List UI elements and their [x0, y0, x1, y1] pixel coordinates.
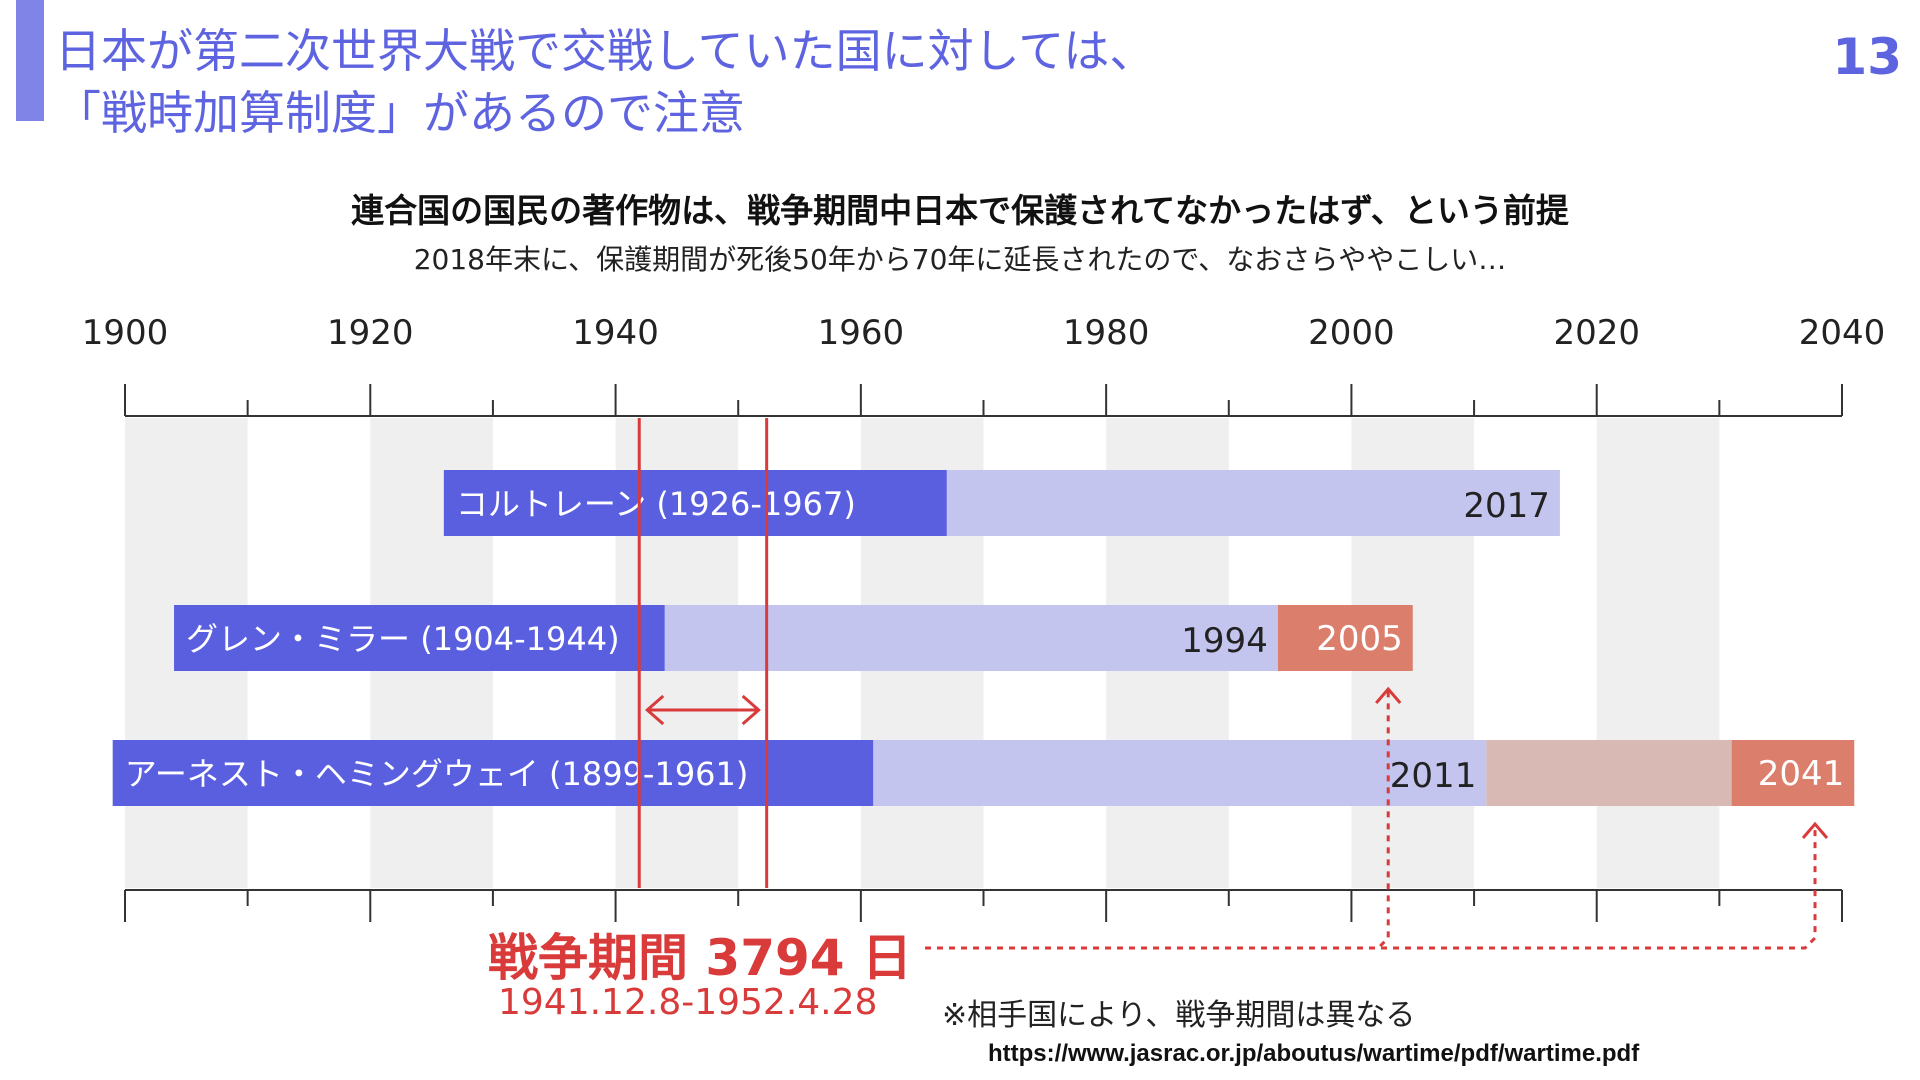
x-tick-label: 1920 — [327, 313, 414, 353]
title-accent-bar — [16, 0, 44, 121]
lifetime-bar-label: グレン・ミラー (1904-1944) — [186, 620, 620, 658]
x-tick-label: 1940 — [572, 313, 659, 353]
source-link[interactable]: https://www.jasrac.or.jp/aboutus/wartime… — [988, 1040, 1640, 1067]
dotted-connector — [925, 689, 1390, 950]
title-line-1: 日本が第二次世界大戦で交戦していた国に対しては、 — [55, 24, 1156, 78]
x-tick-label: 2040 — [1799, 313, 1886, 353]
extension-bar — [1731, 740, 1855, 806]
protection-end-label: 2017 — [1463, 486, 1550, 526]
slide-title: 日本が第二次世界大戦で交戦していた国に対しては、 「戦時加算制度」があるので注意 — [55, 20, 1155, 144]
x-tick-label: 1900 — [82, 313, 169, 353]
title-line-2: 「戦時加算制度」があるので注意 — [55, 86, 745, 140]
x-tick-label: 2000 — [1308, 313, 1395, 353]
lifetime-bar-label: アーネスト・ヘミングウェイ (1899-1961) — [125, 755, 749, 793]
extension-bar — [1277, 605, 1413, 671]
x-tick-label: 1960 — [818, 313, 905, 353]
protection-end-label: 2011 — [1390, 756, 1477, 796]
war-period-dates: 1941.12.8-1952.4.28 — [498, 982, 878, 1023]
protection-end-label: 1994 — [1181, 621, 1268, 661]
dotted-connector — [925, 824, 1817, 950]
subtitle: 連合国の国民の著作物は、戦争期間中日本で保護されてなかったはず、という前提 — [351, 191, 1569, 230]
war-span-arrowhead-right — [741, 694, 761, 726]
extension-bar-pale — [1486, 740, 1732, 806]
subtitle-note: 2018年末に、保護期間が死後50年から70年に延長されたので、なおさらややこし… — [413, 243, 1507, 276]
lifetime-bar-label: コルトレーン (1926-1967) — [456, 485, 856, 523]
connector-arrowhead — [1801, 821, 1829, 839]
footnote: ※相手国により、戦争期間は異なる — [942, 998, 1416, 1033]
extension-end-label: 2041 — [1758, 754, 1845, 794]
lifetime-bar — [174, 605, 665, 671]
war-period-label: 戦争期間 3794 日 — [488, 929, 912, 987]
war-span-arrowhead-left — [644, 694, 665, 726]
background-band — [1596, 418, 1720, 888]
connector-arrowhead — [1375, 686, 1402, 704]
lifetime-bar — [443, 470, 947, 536]
page-number: 13 — [1832, 28, 1902, 86]
lifetime-bar — [112, 740, 874, 806]
extension-end-label: 2005 — [1316, 619, 1403, 659]
x-tick-label: 2020 — [1553, 313, 1640, 353]
x-tick-label: 1980 — [1063, 313, 1150, 353]
